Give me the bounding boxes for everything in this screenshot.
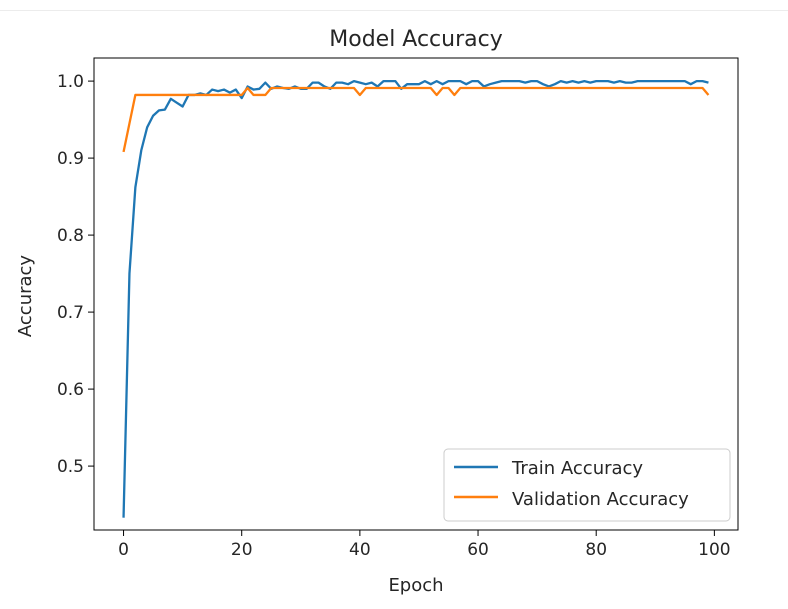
axes-frame: [93, 57, 739, 531]
y-tick-label: 0.7: [57, 303, 84, 323]
y-tick-label: 1.0: [57, 72, 84, 92]
y-tick-label: 0.5: [57, 457, 84, 477]
train-accuracy-line: [122, 79, 709, 518]
validation-accuracy-line: [122, 86, 710, 153]
legend: Train Accuracy Validation Accuracy: [443, 448, 731, 522]
x-axis: 0 20 40 60 80 100: [118, 530, 731, 560]
y-tick-label: 0.8: [57, 226, 84, 246]
y-tick-label: 0.9: [57, 149, 84, 169]
y-axis-label: Accuracy: [15, 255, 36, 338]
x-tick-label: 0: [118, 540, 129, 560]
legend-label-validation: Validation Accuracy: [512, 489, 689, 510]
legend-frame: [443, 448, 731, 522]
plot-area: [122, 79, 710, 518]
x-tick-label: 20: [231, 540, 253, 560]
chart-title: Model Accuracy: [329, 27, 503, 52]
y-axis: 0.5 0.6 0.7 0.8 0.9 1.0: [57, 72, 94, 477]
x-axis-label: Epoch: [388, 575, 443, 596]
top-divider: [0, 10, 788, 11]
x-tick-label: 60: [467, 540, 489, 560]
legend-label-train: Train Accuracy: [511, 458, 643, 479]
x-tick-label: 100: [698, 540, 730, 560]
x-tick-label: 80: [585, 540, 607, 560]
y-tick-label: 0.6: [57, 380, 84, 400]
x-tick-label: 40: [349, 540, 371, 560]
